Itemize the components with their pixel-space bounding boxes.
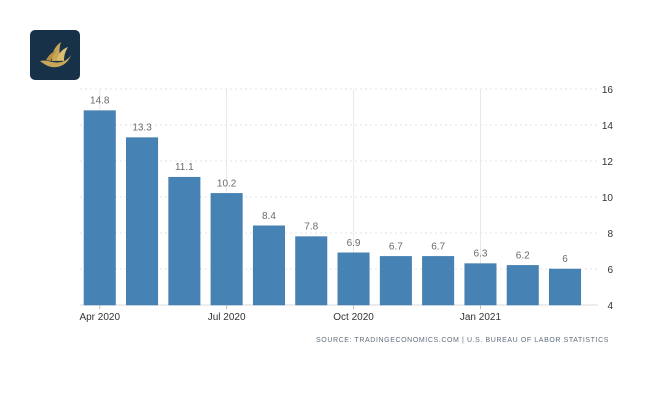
y-axis-tick-label: 4 xyxy=(607,301,613,312)
bar-value-label: 14.8 xyxy=(90,96,110,107)
labels-layer: 14.8 13.3 11.1 10.2 8.4 7.8 6.9 6.7 6.7 6.3 6.2 6 xyxy=(90,96,568,265)
bar-may-2020 xyxy=(126,137,159,306)
brand-logo xyxy=(30,30,80,80)
y-axis-tick-label: 8 xyxy=(607,229,613,240)
bar-value-label: 11.1 xyxy=(175,162,194,173)
y-axis-tick-label: 12 xyxy=(602,157,614,168)
bar-mar-2021 xyxy=(549,268,582,306)
bar-value-label: 6.9 xyxy=(347,238,361,249)
bar-sep-2020 xyxy=(295,236,328,306)
bar-nov-2020 xyxy=(379,256,412,306)
bar-jul-2020 xyxy=(210,193,243,306)
bar-value-label: 6.2 xyxy=(516,250,530,261)
y-axis-tick-label: 14 xyxy=(602,121,614,132)
bar-value-label: 13.3 xyxy=(132,123,152,134)
x-axis-tick-label: Jan 2021 xyxy=(460,312,502,323)
bar-value-label: 7.8 xyxy=(304,222,318,233)
bar-feb-2021 xyxy=(506,265,539,306)
bars-layer xyxy=(83,110,582,306)
source-note: SOURCE: TRADINGECONOMICS.COM | U.S. BURE… xyxy=(316,337,609,344)
bar-dec-2020 xyxy=(422,256,455,306)
gold-bird-logo-icon xyxy=(40,42,71,68)
bar-oct-2020 xyxy=(337,252,370,306)
bar-jan-2021 xyxy=(464,263,497,306)
y-axis-tick-label: 10 xyxy=(602,193,614,204)
bar-apr-2020 xyxy=(83,110,116,306)
y-axis-tick-label: 16 xyxy=(602,85,614,96)
bar-value-label: 6.7 xyxy=(431,241,445,252)
x-axis-tick-label: Oct 2020 xyxy=(333,312,374,323)
bar-value-label: 8.4 xyxy=(262,211,276,222)
x-axis-tick-label: Apr 2020 xyxy=(79,312,120,323)
axis-layer: 4 6 8 10 12 14 16 Apr 2020 Jul 2020 Oct 2020 Jan 2… xyxy=(79,85,613,323)
bar-value-label: 6.7 xyxy=(389,241,403,252)
bar-value-label: 10.2 xyxy=(217,178,237,189)
bar-aug-2020 xyxy=(252,225,285,306)
y-axis-tick-label: 6 xyxy=(607,265,613,276)
bar-jun-2020 xyxy=(168,176,201,306)
x-axis-tick-label: Jul 2020 xyxy=(208,312,246,323)
bar-value-label: 6 xyxy=(562,254,568,265)
bar-value-label: 6.3 xyxy=(473,249,487,260)
